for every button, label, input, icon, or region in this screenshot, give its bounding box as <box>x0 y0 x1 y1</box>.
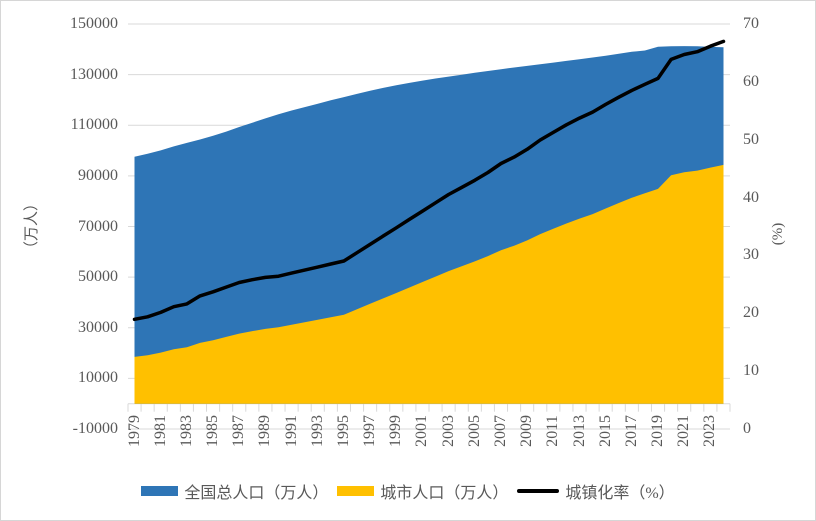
legend-item-total-population: 全国总人口（万人） <box>141 479 328 503</box>
urbanization-rate-swatch <box>517 489 560 493</box>
legend: 全国总人口（万人） 城市人口（万人） 城镇化率（%） <box>1 479 815 503</box>
legend-label-urbanization-rate: 城镇化率（%） <box>565 485 675 502</box>
legend-label-total-population: 全国总人口（万人） <box>184 485 329 502</box>
legend-label-urban-population: 城市人口（万人） <box>380 485 509 502</box>
urbanization-rate-line <box>132 39 726 322</box>
urban-population-swatch <box>337 486 375 496</box>
legend-item-urban-population: 城市人口（万人） <box>337 479 508 503</box>
urban-population-area <box>134 164 724 404</box>
legend-item-urbanization-rate: 城镇化率（%） <box>517 479 675 503</box>
total-population-swatch <box>141 486 179 496</box>
